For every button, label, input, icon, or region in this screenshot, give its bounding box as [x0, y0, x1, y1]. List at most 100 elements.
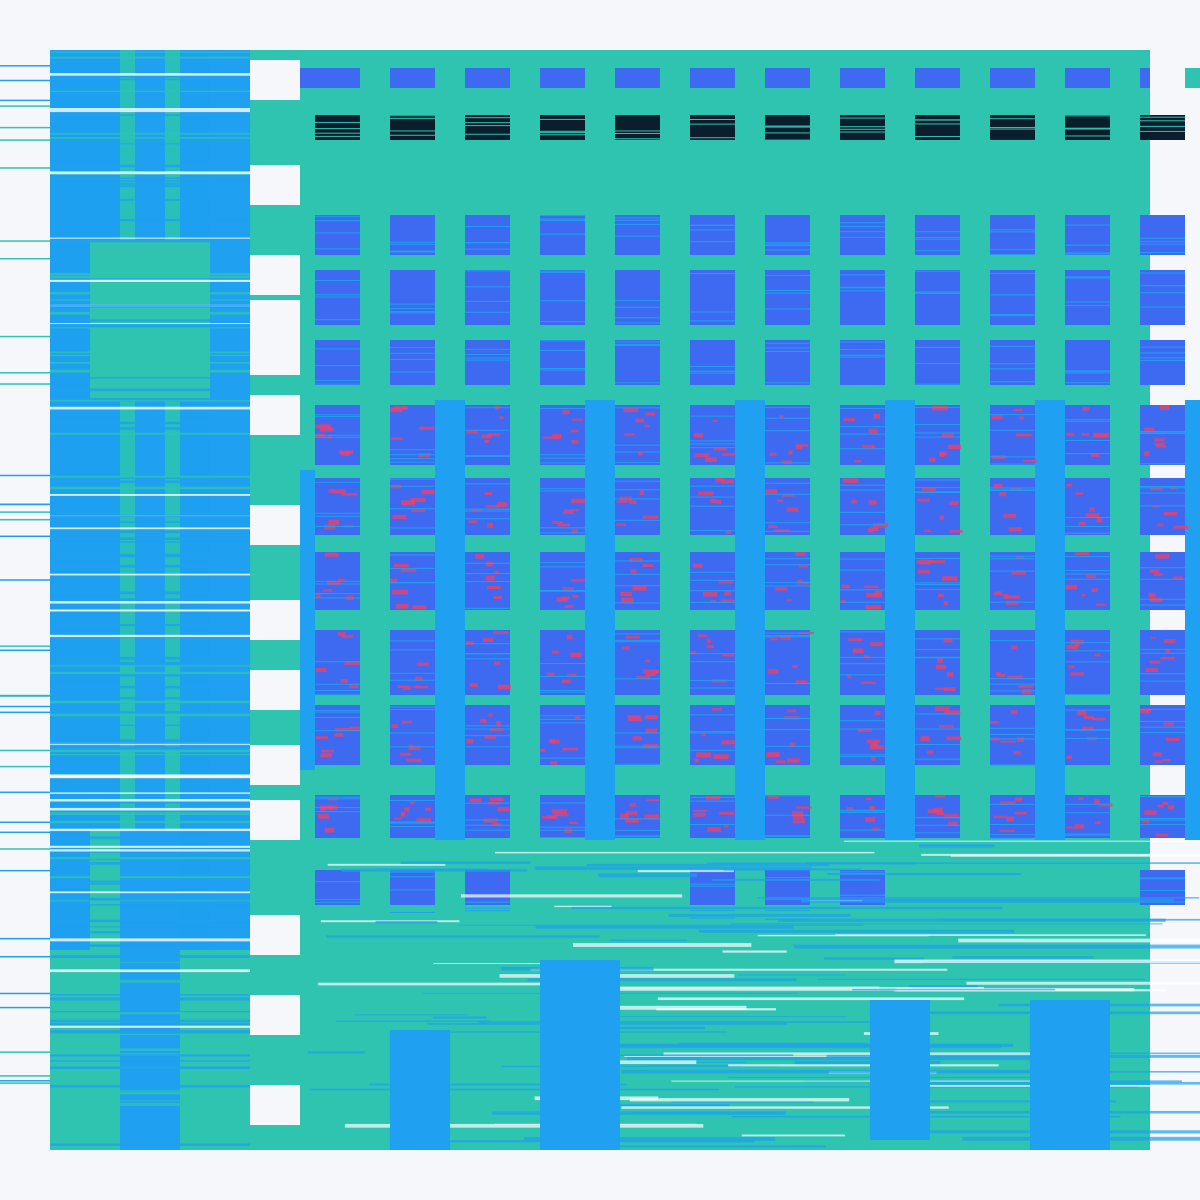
grid-block — [990, 552, 1035, 610]
block-line — [1140, 357, 1185, 359]
panel-stripe — [50, 749, 250, 752]
block-line — [1140, 680, 1185, 682]
block-noise — [484, 735, 496, 739]
block-noise — [862, 444, 875, 448]
block-line — [540, 300, 585, 302]
block-noise — [1070, 672, 1084, 676]
block-noise — [795, 552, 806, 556]
block-line — [915, 656, 960, 658]
block-line — [690, 732, 735, 734]
lower-stripe — [495, 851, 875, 854]
block-line — [840, 286, 885, 288]
block-noise — [497, 684, 511, 690]
block-noise — [483, 818, 498, 823]
block-line — [1065, 737, 1110, 739]
block-noise — [871, 827, 880, 831]
block-noise — [700, 732, 706, 737]
lower-stripe — [556, 1016, 848, 1018]
block-noise — [1093, 432, 1109, 437]
panel-stripe — [50, 361, 250, 364]
top-gap — [960, 68, 990, 88]
panel-stripe — [50, 237, 250, 239]
block-noise — [465, 641, 474, 645]
panel-stripe — [50, 882, 250, 885]
block-line — [465, 910, 510, 912]
block-noise — [493, 571, 500, 574]
lower-stripe — [336, 1020, 490, 1022]
block-line — [615, 217, 660, 219]
grid-block — [915, 270, 960, 325]
block-noise — [724, 590, 731, 596]
block-noise — [553, 814, 569, 817]
lower-stripe — [571, 1026, 706, 1030]
panel-stripe — [50, 850, 250, 853]
block-line — [465, 802, 510, 804]
grid-block — [1140, 405, 1185, 465]
block-noise — [1076, 710, 1087, 716]
block-line — [990, 738, 1035, 740]
block-line — [1065, 128, 1110, 130]
top-gap — [810, 68, 840, 88]
block-line — [915, 407, 960, 409]
block-line — [540, 802, 585, 804]
block-line — [315, 515, 360, 517]
block-noise — [720, 599, 735, 602]
block-noise — [480, 718, 487, 723]
lower-stripe — [376, 868, 489, 871]
block-noise — [997, 674, 1006, 677]
block-line — [390, 251, 435, 253]
panel-stripe — [50, 299, 250, 301]
grid-block — [465, 115, 510, 140]
panel-stripe — [50, 944, 250, 947]
block-noise — [1066, 483, 1073, 487]
panel-stripe — [50, 351, 250, 354]
block-noise — [935, 706, 950, 711]
block-noise — [924, 529, 931, 532]
block-line — [615, 235, 660, 237]
block-line — [1065, 834, 1110, 836]
block-noise — [1005, 595, 1021, 599]
block-noise — [777, 499, 784, 503]
grid-block — [990, 705, 1035, 765]
block-line — [315, 379, 360, 381]
block-noise — [1167, 805, 1175, 810]
block-line — [765, 729, 810, 731]
block-line — [690, 366, 735, 368]
block-line — [915, 487, 960, 489]
block-noise — [470, 683, 478, 687]
gap-block — [250, 335, 300, 375]
block-line — [615, 341, 660, 343]
block-line — [465, 483, 510, 485]
block-noise — [704, 457, 717, 462]
block-noise — [487, 522, 494, 528]
block-line — [1140, 567, 1185, 569]
block-line — [840, 341, 885, 343]
block-line — [690, 687, 735, 689]
block-noise — [642, 515, 658, 519]
block-line — [615, 829, 660, 831]
panel-stripe — [50, 324, 250, 327]
block-line — [315, 798, 360, 800]
block-line — [615, 519, 660, 521]
block-line — [465, 562, 510, 564]
block-noise — [491, 822, 501, 827]
block-line — [465, 907, 510, 909]
panel-stripe — [50, 798, 250, 802]
block-noise — [1165, 649, 1171, 654]
block-line — [690, 680, 735, 682]
block-noise — [566, 634, 573, 640]
block-noise — [783, 716, 800, 720]
block-noise — [721, 740, 736, 745]
edge-stripe — [0, 99, 50, 102]
block-line — [990, 363, 1035, 365]
block-noise — [629, 802, 637, 807]
lower-patch — [1030, 1000, 1110, 1150]
block-line — [690, 731, 735, 733]
block-noise — [620, 591, 633, 597]
lower-stripe — [656, 1008, 777, 1011]
block-line — [690, 800, 735, 802]
panel-stripe — [50, 1019, 250, 1023]
block-noise — [1066, 755, 1072, 759]
block-line — [915, 123, 960, 125]
block-noise — [551, 809, 568, 814]
